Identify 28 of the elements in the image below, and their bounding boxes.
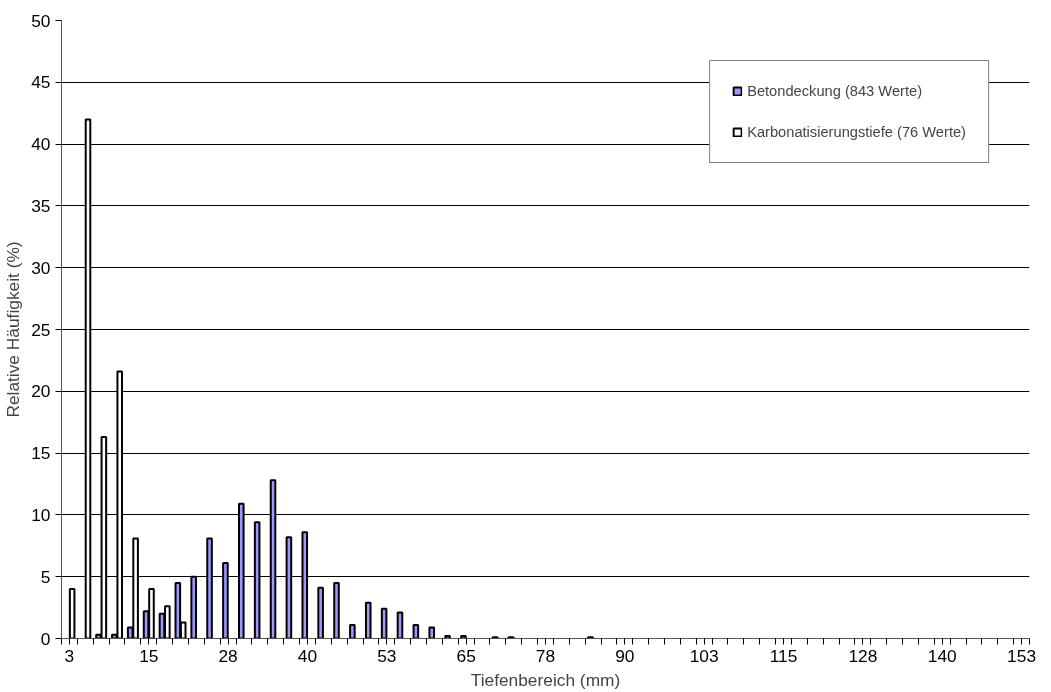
x-tick-label: 40	[297, 645, 318, 666]
y-tick-label: 15	[31, 443, 51, 464]
x-axis-title: Tiefenbereich (mm)	[470, 669, 621, 690]
x-tick-label: 15	[139, 645, 159, 666]
y-tick-label: 25	[31, 319, 51, 340]
y-tick-label: 30	[31, 257, 51, 278]
x-tick-label: 153	[1007, 645, 1037, 666]
legend-label: Karbonatisierungstiefe (76 Werte)	[747, 124, 966, 140]
y-tick-label: 40	[31, 134, 51, 155]
x-tick-label: 65	[456, 645, 476, 666]
y-tick-label: 10	[31, 504, 51, 525]
x-tick-label: 3	[64, 645, 75, 666]
y-tick-label: 45	[31, 72, 51, 93]
x-tick-label: 78	[535, 645, 556, 666]
y-tick-label: 20	[31, 381, 51, 402]
x-tick-label: 53	[377, 645, 397, 666]
y-tick-label: 35	[31, 195, 51, 216]
x-tick-label: 28	[218, 645, 238, 666]
y-axis-title: Relative Häufigkeit (%)	[3, 241, 24, 418]
x-tick-label: 140	[927, 645, 957, 666]
x-tick-label: 103	[689, 645, 719, 666]
x-tick-label: 128	[848, 645, 878, 666]
y-tick-label: 50	[31, 10, 51, 31]
y-tick-label: 0	[40, 628, 51, 649]
legend-label: Betondeckung (843 Werte)	[747, 83, 923, 99]
x-tick-label: 115	[769, 645, 798, 666]
y-tick-label: 5	[40, 566, 51, 587]
x-tick-label: 90	[615, 645, 635, 666]
